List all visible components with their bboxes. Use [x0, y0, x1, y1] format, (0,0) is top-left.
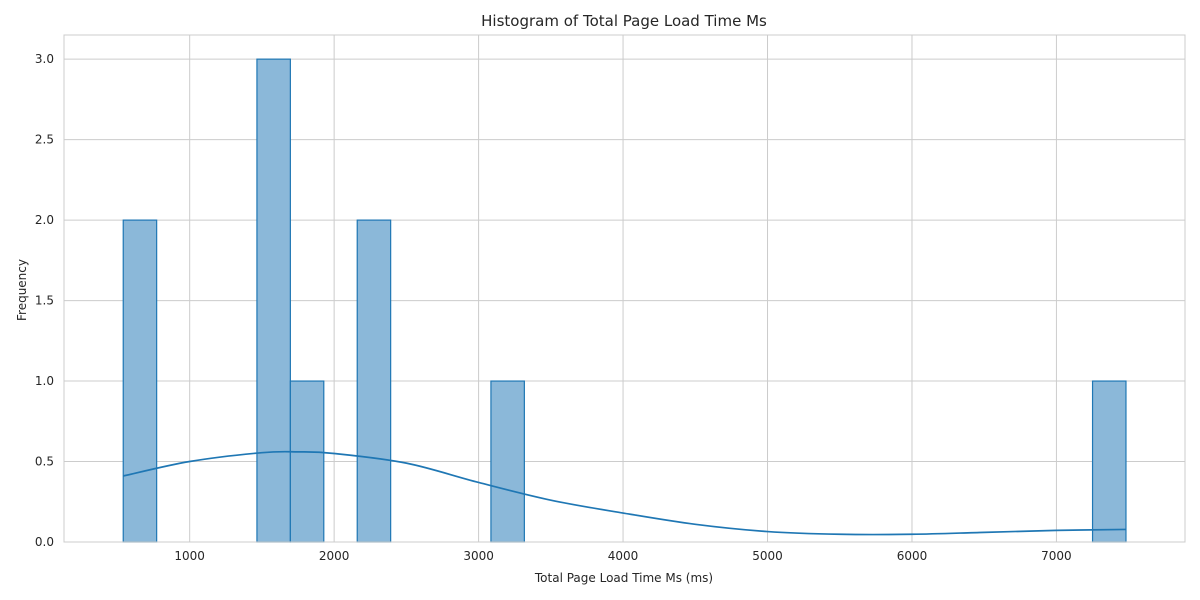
x-tick-label: 1000	[174, 549, 205, 563]
x-tick-label: 3000	[463, 549, 494, 563]
y-tick-label: 0.0	[35, 535, 54, 549]
y-tick-label: 3.0	[35, 52, 54, 66]
histogram-bar	[122, 219, 158, 543]
x-tick-label: 6000	[897, 549, 928, 563]
plot-background	[64, 35, 1185, 542]
chart-title: Histogram of Total Page Load Time Ms	[481, 12, 767, 30]
x-tick-label: 4000	[608, 549, 639, 563]
y-tick-label: 1.5	[35, 294, 54, 308]
kde-curve	[123, 450, 1126, 536]
histogram-bar	[1091, 380, 1127, 543]
histogram-bar	[356, 219, 392, 543]
y-tick-label: 1.0	[35, 374, 54, 388]
x-tick-label: 7000	[1041, 549, 1072, 563]
y-tick-label: 2.0	[35, 213, 54, 227]
histogram-bar	[490, 380, 525, 543]
histogram-bars	[122, 58, 1127, 543]
y-tick-labels: 0.0 0.5 1.0 1.5 2.0 2.5 3.0	[35, 52, 54, 549]
y-tick-label: 0.5	[35, 455, 54, 469]
y-tick-label: 2.5	[35, 133, 54, 147]
histogram-bar	[289, 380, 325, 543]
x-tick-labels: 1000 2000 3000 4000 5000 6000 7000	[174, 549, 1071, 563]
y-gridlines	[64, 58, 1185, 543]
x-gridlines	[189, 35, 1057, 542]
plot-frame	[63, 34, 1186, 543]
x-tick-label: 5000	[752, 549, 783, 563]
histogram-bar	[256, 58, 291, 543]
x-axis-label: Total Page Load Time Ms (ms)	[534, 571, 713, 585]
y-axis-label: Frequency	[15, 259, 29, 321]
x-tick-label: 2000	[319, 549, 350, 563]
